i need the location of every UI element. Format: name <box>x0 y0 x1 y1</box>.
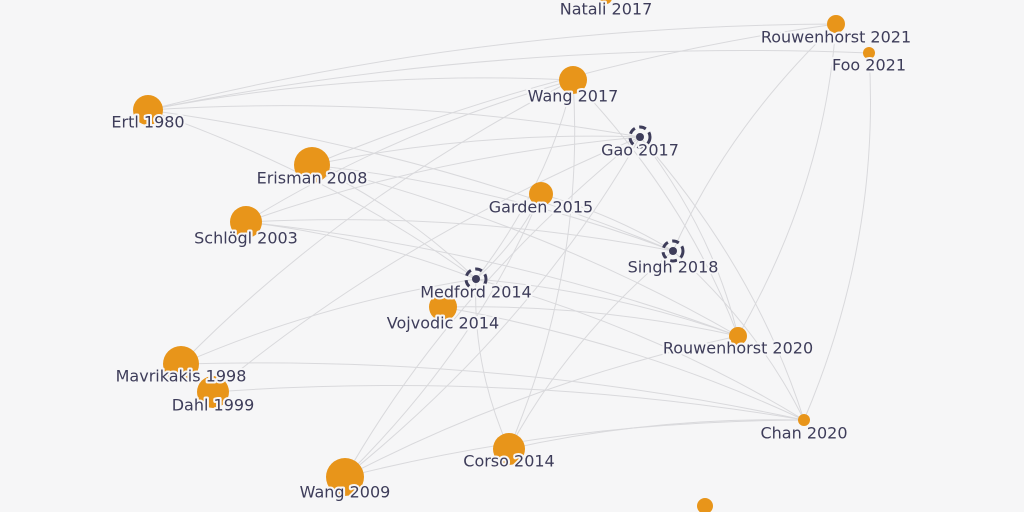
selected-node-ring[interactable] <box>628 125 652 149</box>
edge <box>245 221 477 280</box>
paper-node[interactable] <box>133 95 163 125</box>
edge <box>212 385 805 421</box>
paper-label[interactable]: Garden 2015 <box>487 196 595 219</box>
edge <box>344 335 739 478</box>
nodes <box>133 0 875 512</box>
paper-label[interactable]: Dahl 1999 <box>170 394 257 417</box>
paper-node[interactable] <box>863 47 875 59</box>
paper-label[interactable]: Natali 2017 <box>558 0 655 21</box>
paper-node[interactable] <box>827 15 845 33</box>
paper-label[interactable]: Foo 2021 <box>830 54 908 77</box>
edge <box>245 79 574 223</box>
paper-node[interactable] <box>697 498 713 512</box>
edge <box>508 250 674 450</box>
paper-label[interactable]: Mavrikakis 1998 <box>114 365 249 388</box>
edge <box>475 278 739 337</box>
selected-node-dot[interactable] <box>669 247 677 255</box>
paper-label[interactable]: Schlögl 2003 <box>192 227 300 250</box>
selected-node-ring[interactable] <box>464 267 488 291</box>
edge <box>311 135 641 166</box>
edge <box>245 221 739 337</box>
paper-node[interactable] <box>429 293 457 321</box>
edge <box>147 23 837 111</box>
edge <box>147 50 870 111</box>
edge <box>245 136 641 223</box>
edge <box>672 23 837 252</box>
edge <box>311 164 477 280</box>
selected-node-ring[interactable] <box>661 239 685 263</box>
edge <box>180 278 477 365</box>
paper-label[interactable]: Rouwenhorst 2020 <box>661 337 815 360</box>
paper-label[interactable]: Medford 2014 <box>418 281 533 304</box>
edges <box>147 23 871 478</box>
edge <box>442 306 739 337</box>
edge <box>475 278 510 450</box>
edge <box>737 23 837 337</box>
paper-node[interactable] <box>163 346 199 382</box>
paper-label[interactable]: Ertl 1980 <box>109 111 186 134</box>
paper-node[interactable] <box>798 414 810 426</box>
paper-node[interactable] <box>294 147 330 183</box>
edge <box>344 193 542 478</box>
paper-label[interactable]: Erisman 2008 <box>255 167 370 190</box>
selected-node-dot[interactable] <box>472 275 480 283</box>
paper-label[interactable]: Gao 2017 <box>599 139 681 162</box>
paper-node[interactable] <box>559 66 587 94</box>
paper-node[interactable] <box>493 433 525 465</box>
paper-node[interactable] <box>197 376 229 408</box>
edge <box>147 77 574 111</box>
paper-label[interactable]: Singh 2018 <box>626 256 721 279</box>
paper-node[interactable] <box>529 182 553 206</box>
edge <box>147 105 641 138</box>
edge <box>803 52 871 421</box>
edge <box>344 419 805 478</box>
paper-label[interactable]: Wang 2017 <box>526 85 621 108</box>
paper-label[interactable]: Wang 2009 <box>298 481 393 504</box>
edge <box>540 193 674 252</box>
paper-label[interactable]: Corso 2014 <box>461 450 556 473</box>
edge <box>147 109 477 280</box>
paper-label[interactable]: Rouwenhorst 2021 <box>759 26 913 49</box>
selected-node-dot[interactable] <box>636 133 644 141</box>
edge <box>344 136 641 478</box>
edge <box>180 79 574 365</box>
edge <box>508 419 805 450</box>
paper-node[interactable] <box>326 458 364 496</box>
paper-node[interactable] <box>600 0 612 4</box>
edge <box>180 362 805 421</box>
edge <box>344 136 641 478</box>
edge <box>442 306 805 421</box>
edge <box>508 79 576 450</box>
edge <box>475 79 574 280</box>
edge <box>639 136 739 337</box>
paper-node[interactable] <box>230 206 262 238</box>
edge <box>475 278 805 421</box>
edge <box>245 219 674 252</box>
paper-label[interactable]: Vojvodic 2014 <box>385 312 501 335</box>
edge <box>639 136 805 421</box>
edge <box>147 109 674 252</box>
labels: Natali 2017 Rouwenhorst 2021 Foo 2021 Wang … <box>109 0 913 504</box>
edge <box>672 250 805 421</box>
edge <box>311 164 674 252</box>
paper-node[interactable] <box>729 327 747 345</box>
paper-label[interactable]: Chan 2020 <box>758 422 849 445</box>
edge <box>572 79 739 337</box>
